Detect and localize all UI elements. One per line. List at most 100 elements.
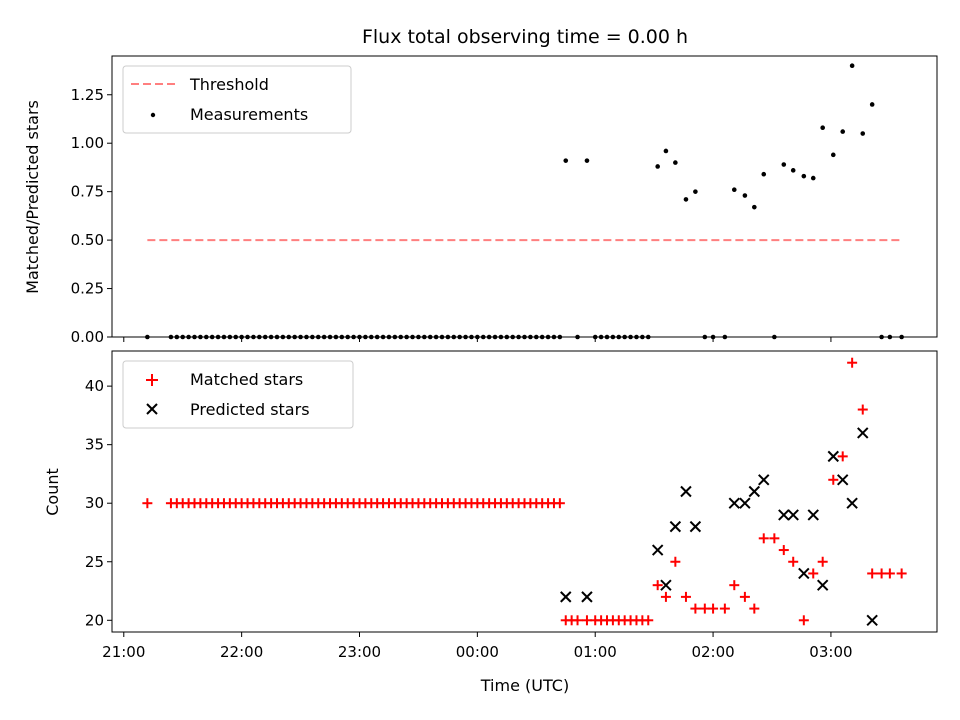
measurement-point [683,197,689,202]
measurement-point [357,334,362,340]
legend-measurements-swatch [150,112,156,118]
measurement-point [655,164,660,169]
predicted-star-point [651,544,664,556]
bottom-y-tick-label: 30 [85,494,104,512]
measurement-point [251,334,256,340]
measurement-point [879,334,884,340]
measurement-point [374,334,380,340]
matched-star-point [749,603,760,614]
predicted-star-point [787,509,799,521]
predicted-star-point [689,520,702,533]
measurement-point [221,334,227,340]
predicted-star-point [798,567,810,580]
top-legend: Threshold Measurements [122,65,352,134]
measurement-point [215,334,221,340]
measurement-point [592,334,598,340]
top-y-tick-label: 0.25 [71,280,104,298]
measurement-point [557,334,563,340]
matched-star-point [837,451,848,462]
matched-star-point [680,591,691,602]
matched-star-point [847,357,858,368]
predicted-star-point [827,450,839,463]
measurement-point [380,334,386,340]
predicted-star-point [857,427,869,439]
measurement-point [427,334,433,340]
predicted-star-point [739,497,751,509]
measurement-point [840,129,846,134]
measurement-point [604,334,610,340]
matched-star-point [788,556,799,567]
predicted-star-point [778,509,790,521]
legend-predicted-label: Predicted stars [190,400,310,419]
matched-star-point [572,615,583,626]
measurement-point [239,334,244,340]
measurement-point [286,334,292,340]
measurement-point [280,334,286,340]
x-axis-label: Time (UTC) [480,676,569,695]
measurement-point [257,334,262,340]
measurement-point [693,189,698,194]
matched-star-point [867,568,878,579]
measurement-point [504,334,510,340]
bottom-legend-box [122,360,354,429]
predicted-star-point [728,497,740,509]
measurement-point [545,334,551,340]
predicted-star-point [866,614,878,626]
matched-star-point [142,498,153,509]
measurement-point [368,334,374,340]
matched-star-point [884,568,895,579]
measurement-point [439,334,445,340]
measurement-point [598,334,604,340]
predicted-star-point [807,509,819,521]
measurement-point [830,152,836,158]
measurement-point [731,187,737,193]
measurement-point [702,334,708,340]
measurement-point [186,334,191,340]
matched-star-point [817,556,828,567]
measurement-point [761,171,767,177]
matched-star-point [808,568,819,579]
predicted-star-point [748,485,761,498]
x-tick-label: 02:00 [691,643,734,661]
x-tick-label: 21:00 [102,643,145,661]
measurement-point [422,334,427,340]
top-y-tick-label: 0.50 [71,231,104,249]
x-tick-label: 01:00 [574,643,617,661]
matched-star-point [719,603,730,614]
measurement-point [575,334,580,340]
measurement-point [333,334,339,340]
measurement-point [480,334,486,340]
measurement-point [398,334,404,340]
top-y-axis-label: Matched/Predicted stars [23,100,42,294]
predicted-star-point [660,579,672,591]
measurement-point [801,173,807,179]
bottom-x-axis: 21:00 22:00 23:00 00:00 01:00 02:00 03:00 [102,632,853,661]
matched-star-point [758,533,769,544]
legend-threshold-label: Threshold [189,75,269,94]
legend-matched-label: Matched stars [190,370,303,389]
measurement-point [522,334,527,340]
bottom-plot-area [142,357,907,626]
measurement-point [345,334,351,340]
bottom-legend: Matched stars Predicted stars [122,360,354,429]
legend-predicted-swatch [146,403,158,415]
x-tick-label: 23:00 [338,643,381,661]
matched-star-point [857,404,868,415]
predicted-star-point [669,520,682,533]
measurement-point [463,334,468,340]
measurement-point [321,334,327,340]
measurement-point [192,334,197,340]
measurement-point [392,334,398,340]
measurement-point [869,102,875,107]
predicted-star-point [560,591,572,603]
measurement-point [539,334,545,340]
matched-star-point [708,603,719,614]
x-tick-label: 22:00 [220,643,263,661]
measurement-point [528,334,533,340]
legend-measurements-label: Measurements [190,105,308,124]
x-tick-label: 00:00 [456,643,499,661]
bottom-y-axis: 20 25 30 35 40 [85,377,112,629]
measurement-point [233,334,239,340]
measurement-point [416,334,421,340]
measurement-point [203,334,209,340]
